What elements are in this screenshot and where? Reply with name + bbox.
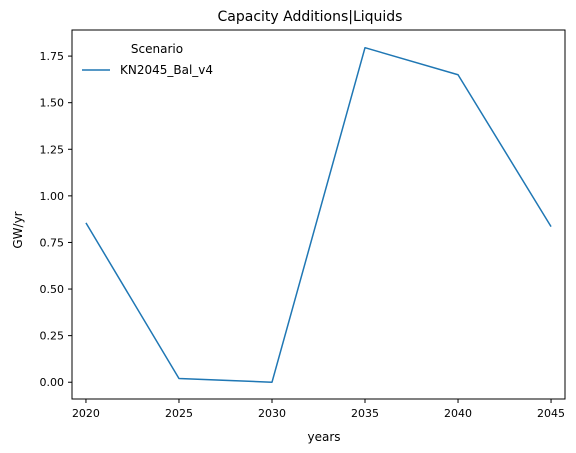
legend-title: Scenario [131,42,183,56]
y-tick-label-0.25: 0.25 [40,330,65,343]
legend: Scenario KN2045_Bal_v4 [82,42,213,77]
y-tick-label-0.00: 0.00 [40,376,65,389]
x-tick-label-2030: 2030 [258,407,286,420]
x-tick-label-2035: 2035 [351,407,379,420]
x-axis-ticks: 2020 2025 2030 2035 2040 2045 [72,399,565,420]
y-tick-label-1.50: 1.50 [40,97,65,110]
plot-frame [71,29,566,400]
x-tick-label-2025: 2025 [165,407,193,420]
chart-title: Capacity Additions|Liquids [218,9,403,25]
x-tick-label-2020: 2020 [72,407,100,420]
plot-area: 2020 2025 2030 2035 2040 2045 0.00 0.25 0.50 0.7… [40,29,566,420]
x-axis-label: years [307,430,340,444]
y-tick-label-0.50: 0.50 [40,283,65,296]
legend-label-kn2045-bal-v4: KN2045_Bal_v4 [120,63,213,77]
y-axis-ticks: 0.00 0.25 0.50 0.75 1.00 1.25 1.50 1.75 [40,50,72,389]
y-tick-label-1.00: 1.00 [40,190,65,203]
y-tick-label-1.75: 1.75 [40,50,65,63]
x-tick-label-2040: 2040 [444,407,472,420]
y-tick-label-1.25: 1.25 [40,143,65,156]
x-tick-label-2045: 2045 [537,407,565,420]
y-axis-label: GW/yr [11,211,25,248]
y-tick-label-0.75: 0.75 [40,236,65,249]
series-group [85,46,552,383]
series-line-0 [85,46,552,383]
